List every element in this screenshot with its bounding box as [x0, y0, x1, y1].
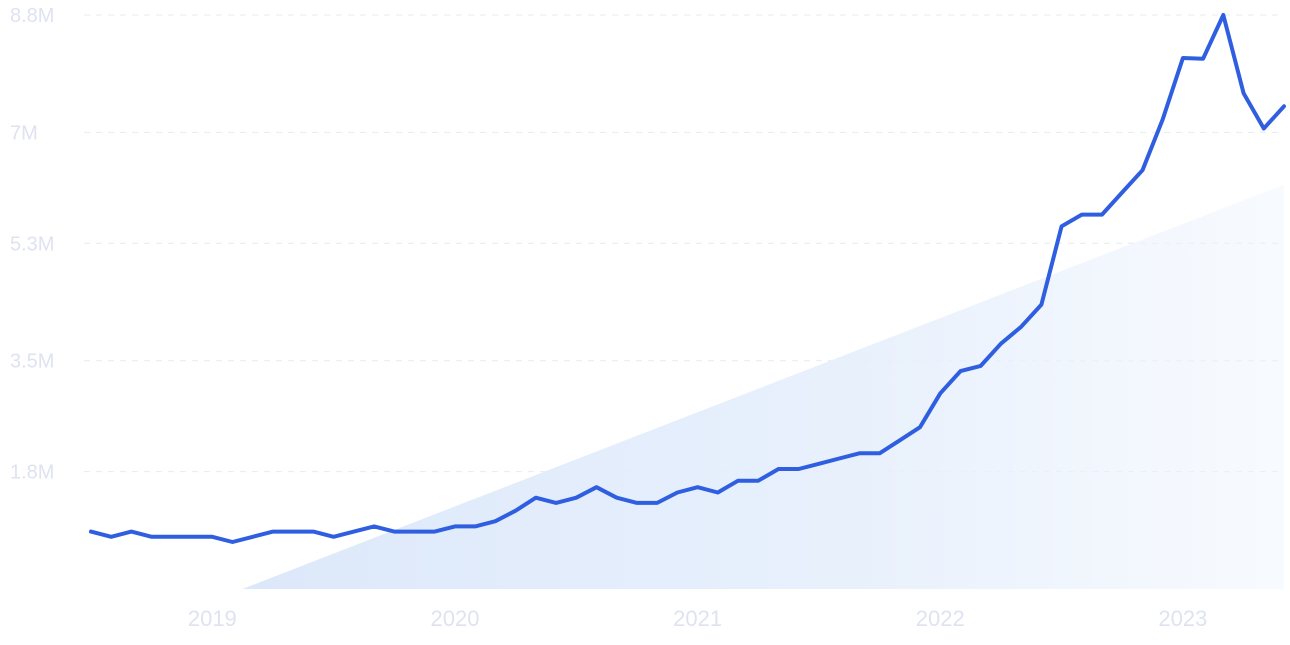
y-axis-ticks: 1.8M 3.5M 5.3M 7M 8.8M	[10, 5, 54, 484]
series-layer	[89, 13, 1286, 544]
y-tick-label: 5.3M	[10, 233, 54, 255]
trend-area	[242, 184, 1285, 589]
trend-area-layer	[242, 184, 1285, 589]
y-tick-label: 1.8M	[10, 462, 54, 484]
x-tick-label: 2020	[430, 606, 479, 631]
y-tick-label: 7M	[10, 122, 38, 144]
x-tick-label: 2021	[673, 606, 722, 631]
series-line	[89, 13, 1286, 544]
x-tick-label: 2023	[1158, 606, 1207, 631]
x-axis-ticks: 2019 2020 2021 2022 2023	[188, 606, 1208, 631]
y-tick-label: 3.5M	[10, 351, 54, 373]
x-tick-label: 2019	[188, 606, 237, 631]
y-tick-label: 8.8M	[10, 5, 54, 27]
x-tick-label: 2022	[916, 606, 965, 631]
